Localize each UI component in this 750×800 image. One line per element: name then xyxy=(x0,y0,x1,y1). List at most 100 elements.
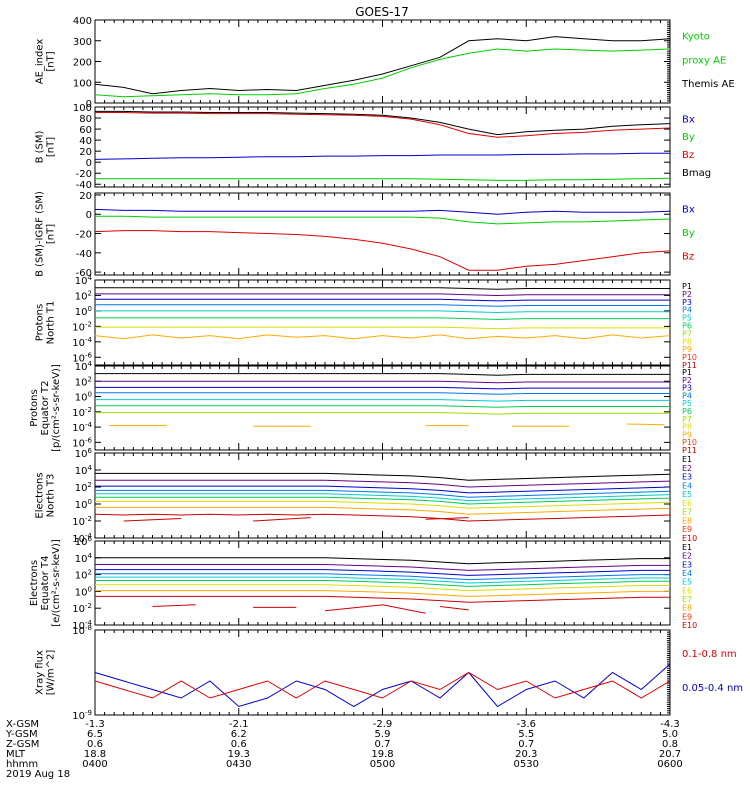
legend-entry: P5 xyxy=(682,314,692,323)
y-axis-label: Xray flux xyxy=(35,650,46,695)
legend-entry: P4 xyxy=(682,391,692,400)
x-col-value: 0.6 xyxy=(231,739,247,750)
series-line-2 xyxy=(95,380,670,384)
y-tick-label: 20 xyxy=(79,147,92,158)
y-tick-label: 104 xyxy=(75,274,93,287)
legend-entry: P3 xyxy=(682,384,692,393)
series-line-7 xyxy=(95,500,671,509)
y-tick-label: 10-4 xyxy=(72,619,92,632)
legend-entry: E4 xyxy=(682,569,692,578)
series-line-9 xyxy=(95,595,670,603)
legend-entry: P9 xyxy=(682,430,692,439)
legend-entry: E8 xyxy=(682,604,692,613)
series-line-9 xyxy=(94,513,671,522)
x-col-value: 20.7 xyxy=(659,749,681,760)
series-line-2 xyxy=(94,671,671,699)
panel-frame xyxy=(94,629,671,716)
x-row-label: Z-GSM xyxy=(6,739,39,750)
legend-entry: E9 xyxy=(682,525,692,534)
series-line-1 xyxy=(94,663,671,708)
y-tick-label: 104 xyxy=(75,552,93,565)
y-tick-label: 10-2 xyxy=(72,602,92,615)
panel-7: 106 104 102 100 10-2 10-4 Electrons Equator T4[… xyxy=(29,535,697,632)
figure-title: GOES-17 xyxy=(355,5,409,19)
y-axis-label: [nT] xyxy=(46,137,57,157)
y-tick-label: -20 xyxy=(76,230,92,241)
panel-frame xyxy=(94,192,671,276)
y-tick-label: -20 xyxy=(76,169,92,180)
y-tick-label: 10-6 xyxy=(72,351,92,364)
series-line-3 xyxy=(94,152,670,160)
y-tick-label: 102 xyxy=(75,375,92,388)
y-tick-label: 200 xyxy=(73,58,92,69)
segment-line-3 xyxy=(425,517,469,520)
series-line-3 xyxy=(95,569,670,576)
legend-entry: E1 xyxy=(682,543,692,552)
y-tick-label: 0 xyxy=(86,99,92,110)
legend-entry: Bz xyxy=(682,251,694,262)
y-axis-label: [p/(cm²-s-sr-keV)] xyxy=(51,364,62,452)
series-line-1 xyxy=(95,472,671,481)
legend-entry: P6 xyxy=(682,407,692,416)
y-tick-label: 10-2 xyxy=(72,320,92,333)
x-col-value: 19.8 xyxy=(371,749,393,760)
x-col-value: 0.7 xyxy=(518,739,534,750)
y-tick-label: 10-4 xyxy=(72,421,92,434)
series-line-2 xyxy=(94,48,671,98)
series-line-8 xyxy=(94,334,671,340)
panel-3: -60 -40 -20 0 20 B (SM)-IGRF (SM) [nT] Bx By Bz xyxy=(35,191,695,279)
series-line-2 xyxy=(95,215,671,225)
y-axis-label: [nT] xyxy=(46,51,57,71)
legend-entry: E7 xyxy=(682,595,692,604)
y-tick-label: 40 xyxy=(79,136,92,147)
y-axis-label: Equator T4 xyxy=(40,556,51,611)
y-axis-label: B (SM) xyxy=(35,130,46,163)
y-tick-label: 60 xyxy=(79,125,92,136)
panel-8: 10-8 10-9 Xray flux [W/m^2] 0.1-0.8 nm 0.05-0… xyxy=(35,624,744,722)
legend-entry: E3 xyxy=(682,560,692,569)
x-col-value: 5.0 xyxy=(662,729,678,740)
y-axis-label: North T3 xyxy=(46,474,57,518)
legend-entry: P11 xyxy=(682,361,697,370)
series-line-2 xyxy=(95,564,670,571)
legend-entry: P2 xyxy=(682,290,692,299)
legend-entry: By xyxy=(682,132,695,143)
legend-entry: E9 xyxy=(682,612,692,621)
y-tick-label: 106 xyxy=(75,447,93,460)
x-col-value: 0.8 xyxy=(662,739,678,750)
x-col-value: 6.5 xyxy=(87,729,103,740)
y-tick-label: 102 xyxy=(75,569,92,582)
x-col-value: 0430 xyxy=(226,759,251,770)
x-col-value: -4.3 xyxy=(660,719,680,730)
legend-entry: P8 xyxy=(682,337,692,346)
y-axis-label: [e/(cm²-s-sr-keV)] xyxy=(51,539,62,627)
y-tick-label: 104 xyxy=(75,464,93,477)
y-axis-label: Equator T2 xyxy=(40,381,51,436)
y-tick-label: 400 xyxy=(73,16,92,27)
series-line-5 xyxy=(95,399,670,402)
series-line-7 xyxy=(95,412,670,415)
legend-entry: P7 xyxy=(682,415,692,424)
legend-entry: P1 xyxy=(682,282,692,291)
y-tick-label: 80 xyxy=(79,114,92,125)
x-row-label: X-GSM xyxy=(6,719,39,730)
legend-entry: P10 xyxy=(682,353,697,362)
segment-line-2 xyxy=(253,517,311,522)
y-tick-label: 100 xyxy=(75,585,92,598)
series-line-2 xyxy=(95,112,671,138)
legend-entry: Kyoto xyxy=(682,32,710,43)
series-line-6 xyxy=(95,580,670,587)
series-line-2 xyxy=(95,293,670,297)
legend-entry: P11 xyxy=(682,446,697,455)
series-line-1 xyxy=(95,557,670,565)
x-col-value: 0.7 xyxy=(375,739,391,750)
y-tick-label: 104 xyxy=(75,360,93,373)
series-line-1 xyxy=(95,373,670,376)
y-axis-label: [W/m^2] xyxy=(46,650,57,696)
y-tick-label: 0 xyxy=(86,210,92,221)
panel-4: 104 102 100 10-2 10-4 10-6 Protons North T1 P1P2… xyxy=(35,274,698,370)
legend-entry: Bz xyxy=(682,150,694,161)
y-axis-label: North T1 xyxy=(46,301,57,345)
